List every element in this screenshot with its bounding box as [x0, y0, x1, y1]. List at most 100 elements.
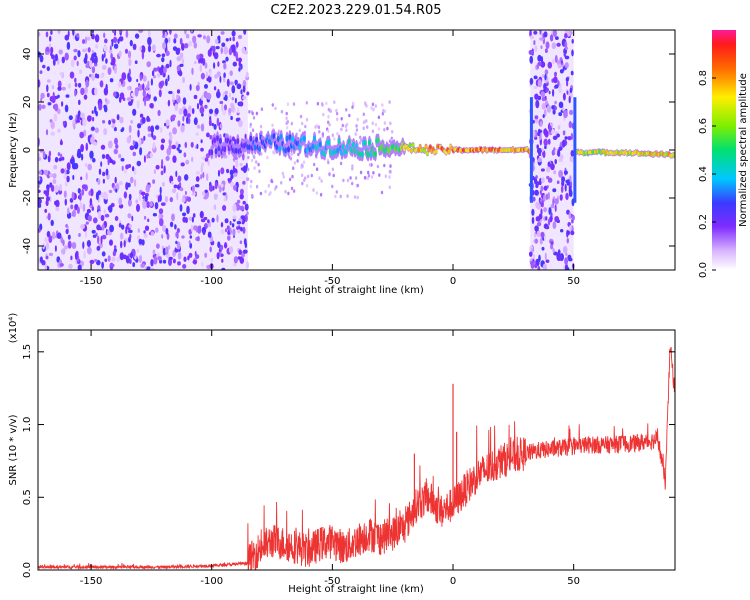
scatter-blob	[292, 166, 295, 170]
scatter-blob	[370, 175, 374, 179]
scatter-blob	[319, 192, 323, 197]
noise-blob	[547, 161, 551, 168]
noise-blob	[47, 212, 51, 221]
noise-blob	[533, 75, 538, 80]
scatter-blob	[282, 175, 285, 179]
noise-blob	[71, 211, 75, 217]
noise-blob	[128, 58, 132, 67]
noise-blob	[107, 140, 113, 149]
noise-blob	[94, 34, 100, 43]
noise-blob	[96, 73, 100, 79]
noise-blob	[113, 126, 117, 132]
noise-blob	[231, 30, 236, 37]
noise-blob	[153, 169, 157, 175]
noise-blob	[138, 255, 143, 263]
x-tick-label: -50	[324, 576, 340, 587]
noise-blob	[121, 127, 125, 132]
noise-blob	[240, 226, 243, 232]
noise-blob	[168, 245, 171, 250]
noise-blob	[222, 154, 228, 159]
noise-blob	[197, 34, 202, 38]
scatter-blob	[315, 191, 319, 195]
noise-blob	[84, 163, 88, 167]
scatter-blob	[333, 100, 336, 104]
noise-blob	[233, 256, 238, 264]
scatter-blob	[391, 130, 394, 134]
noise-blob	[543, 185, 548, 191]
scatter-blob	[359, 135, 362, 140]
noise-blob	[134, 179, 137, 187]
noise-blob	[66, 175, 70, 183]
noise-blob	[183, 256, 187, 262]
top-x-axis-label: Height of straight line (km)	[288, 285, 424, 296]
noise-blob	[152, 249, 156, 255]
noise-blob	[552, 248, 555, 253]
noise-blob	[186, 116, 189, 124]
noise-blob	[65, 228, 69, 235]
bottom-y-multiplier: (x10⁴)	[8, 313, 19, 344]
noise-blob	[66, 162, 71, 171]
noise-blob	[118, 81, 122, 88]
scatter-blob	[314, 153, 318, 158]
noise-blob	[242, 226, 246, 234]
noise-blob	[552, 58, 555, 65]
noise-blob	[45, 199, 49, 207]
noise-blob	[222, 60, 226, 64]
noise-blob	[237, 107, 240, 114]
noise-blob	[217, 241, 221, 248]
scatter-blob	[331, 184, 334, 189]
scatter-blob	[290, 186, 294, 191]
noise-blob	[160, 144, 165, 151]
noise-blob	[221, 103, 224, 112]
noise-blob	[552, 89, 555, 97]
y-tick-label: 0.5	[22, 489, 33, 505]
noise-blob	[184, 191, 187, 195]
noise-blob	[153, 96, 157, 102]
noise-blob	[231, 44, 236, 53]
noise-blob	[120, 240, 123, 249]
noise-blob	[136, 203, 140, 212]
scatter-blob	[322, 112, 325, 117]
scatter-blob	[316, 101, 320, 106]
noise-blob	[109, 158, 113, 164]
noise-blob	[95, 191, 99, 201]
scatter-blob	[367, 173, 371, 178]
noise-blob	[540, 208, 543, 215]
scatter-blob	[336, 117, 339, 122]
noise-blob	[132, 108, 137, 116]
noise-blob	[156, 243, 160, 249]
noise-blob	[79, 201, 83, 210]
scatter-blob	[376, 164, 380, 169]
noise-blob	[134, 33, 140, 39]
scatter-blob	[388, 169, 392, 174]
noise-blob	[113, 91, 117, 97]
ridge-point	[376, 137, 380, 144]
noise-blob	[73, 55, 77, 61]
noise-blob	[176, 147, 180, 151]
noise-blob	[135, 199, 138, 204]
noise-blob	[43, 169, 49, 176]
noise-blob	[216, 117, 220, 127]
noise-blob	[71, 191, 75, 200]
noise-blob	[220, 222, 224, 228]
noise-blob	[207, 219, 210, 224]
noise-blob	[194, 250, 197, 257]
noise-blob	[103, 104, 107, 109]
noise-blob	[162, 41, 167, 50]
noise-blob	[199, 210, 204, 219]
noise-blob	[212, 185, 215, 191]
noise-blob	[194, 184, 200, 188]
noise-blob	[158, 208, 164, 215]
noise-blob	[97, 210, 102, 219]
noise-blob	[47, 155, 51, 163]
noise-blob	[94, 63, 98, 67]
noise-blob	[85, 142, 89, 151]
noise-blob	[529, 35, 535, 40]
noise-blob	[109, 239, 113, 246]
noise-blob	[169, 30, 172, 35]
noise-blob	[196, 143, 199, 149]
noise-blob	[560, 229, 564, 233]
scatter-blob	[286, 102, 290, 106]
noise-blob	[206, 77, 211, 82]
noise-blob	[113, 245, 117, 249]
